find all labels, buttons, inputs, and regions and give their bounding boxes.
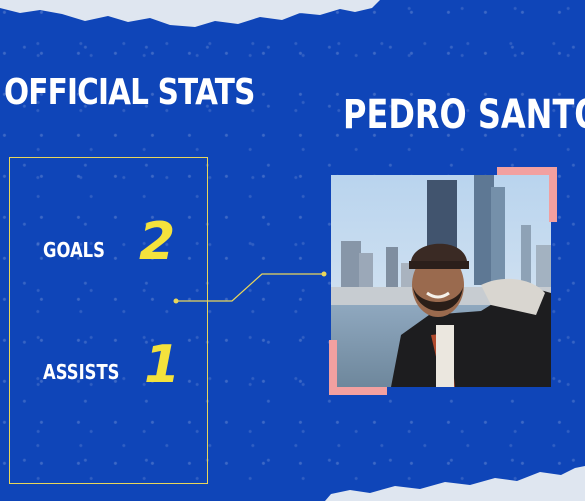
goals-label: GOALS [43, 238, 105, 262]
torn-paper-bottom [325, 466, 585, 501]
assists-label: ASSISTS [43, 360, 120, 384]
stats-title: OFFICIAL STATS [4, 72, 255, 113]
player-photo-frame [329, 167, 557, 395]
torn-paper-top [0, 0, 380, 27]
player-name: PEDRO SANTOS [343, 92, 585, 138]
photo-corner-accent-top-right [497, 167, 557, 222]
photo-corner-accent-bottom-left [329, 340, 387, 395]
player-photo [331, 175, 551, 387]
assists-value: 1 [144, 335, 181, 395]
goals-value: 2 [139, 212, 176, 272]
stats-frame [9, 157, 208, 484]
